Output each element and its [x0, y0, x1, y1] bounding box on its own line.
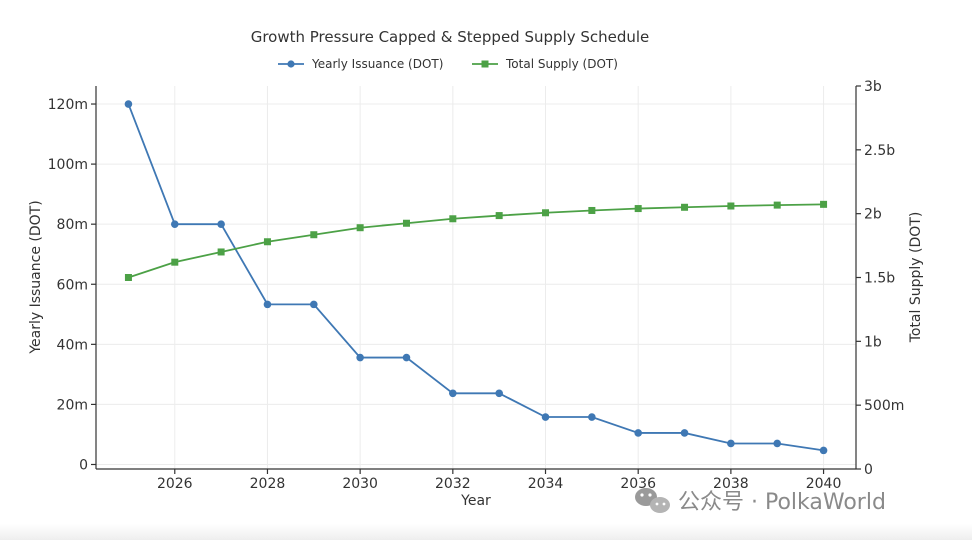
y-axis-left-label: Yearly Issuance (DOT): [28, 200, 44, 354]
bottom-fade: [0, 524, 972, 540]
y-left-tick-label: 80m: [57, 217, 88, 233]
x-tick-label: 2034: [528, 476, 564, 492]
y-left-tick-label: 0: [79, 457, 88, 473]
legend: Yearly Issuance (DOT) Total Supply (DOT): [278, 57, 618, 71]
y-right-tick-label: 2.5b: [864, 143, 895, 159]
x-axis-label: Year: [460, 493, 491, 509]
data-point-issuance: [356, 353, 364, 362]
y-left-tick-label: 20m: [57, 397, 88, 413]
data-point-issuance: [170, 220, 179, 228]
legend-label: Total Supply (DOT): [505, 57, 618, 71]
grid: [96, 86, 856, 469]
data-point-issuance: [402, 353, 411, 362]
data-point-issuance: [819, 446, 828, 455]
data-point-issuance: [449, 389, 457, 398]
chart-title: Growth Pressure Capped & Stepped Supply …: [251, 28, 650, 46]
y-right-tick-label: 0: [864, 462, 873, 478]
data-point-supply: [634, 205, 642, 213]
legend-marker: [287, 60, 295, 68]
data-point-issuance: [588, 413, 596, 421]
data-point-supply: [449, 215, 457, 223]
data-point-supply: [217, 248, 225, 256]
series-line-2: [128, 203, 824, 279]
data-point-supply: [681, 203, 689, 211]
watermark: 公众号 · PolkaWorld: [635, 488, 886, 515]
y-right-tick-label: 2b: [864, 207, 882, 223]
y-left-tick-label: 100m: [48, 157, 88, 173]
data-point-issuance: [263, 300, 272, 309]
legend-marker: [481, 60, 489, 68]
data-point-issuance: [541, 413, 550, 421]
series-line-1: [127, 103, 824, 452]
y-axis-right-label: Total Supply (DOT): [908, 212, 924, 344]
data-point-issuance: [217, 220, 225, 228]
data-point-supply: [727, 202, 735, 210]
y-right-tick-label: 1b: [864, 334, 882, 350]
y-right-tick-label: 1.5b: [864, 271, 895, 287]
data-point-supply: [310, 231, 318, 239]
y-right-tick-label: 500m: [864, 398, 904, 414]
x-tick-label: 2040: [806, 476, 842, 492]
watermark-text: 公众号 · PolkaWorld: [678, 490, 886, 515]
data-point-issuance: [124, 100, 133, 108]
data-point-supply: [820, 200, 828, 208]
x-tick-label: 2030: [342, 476, 378, 492]
legend-item-1: Yearly Issuance (DOT): [278, 57, 443, 71]
y-left-tick-label: 40m: [57, 337, 88, 353]
x-tick-label: 2032: [435, 476, 471, 492]
x-tick-label: 2036: [620, 476, 656, 492]
data-point-supply: [124, 274, 132, 281]
data-point-issuance: [773, 439, 782, 448]
x-tick-label: 2028: [250, 476, 286, 492]
data-point-supply: [356, 224, 364, 232]
axes: 2026 2028 2030 2032 2034 2036 2038 2040 0 20m 40m 6…: [48, 79, 905, 492]
x-tick-label: 2026: [157, 476, 193, 492]
data-point-supply: [402, 219, 410, 227]
x-tick-label: 2038: [713, 476, 749, 492]
wechat-icon: [635, 488, 670, 513]
legend-item-2: Total Supply (DOT): [472, 57, 618, 71]
data-point-supply: [588, 206, 596, 214]
y-left-tick-label: 60m: [57, 277, 88, 293]
y-right-tick-label: 3b: [864, 79, 882, 95]
data-point-issuance: [495, 389, 503, 398]
data-point-supply: [171, 258, 179, 266]
data-point-issuance: [634, 429, 642, 437]
data-point-supply: [542, 209, 550, 217]
y-left-tick-label: 120m: [48, 97, 88, 113]
data-point-supply: [773, 201, 781, 209]
data-point-supply: [263, 238, 271, 246]
data-point-supply: [495, 212, 503, 220]
legend-label: Yearly Issuance (DOT): [311, 57, 443, 71]
data-point-issuance: [310, 300, 318, 309]
data-point-issuance: [680, 429, 689, 437]
data-point-issuance: [727, 439, 735, 448]
series: [124, 100, 828, 455]
